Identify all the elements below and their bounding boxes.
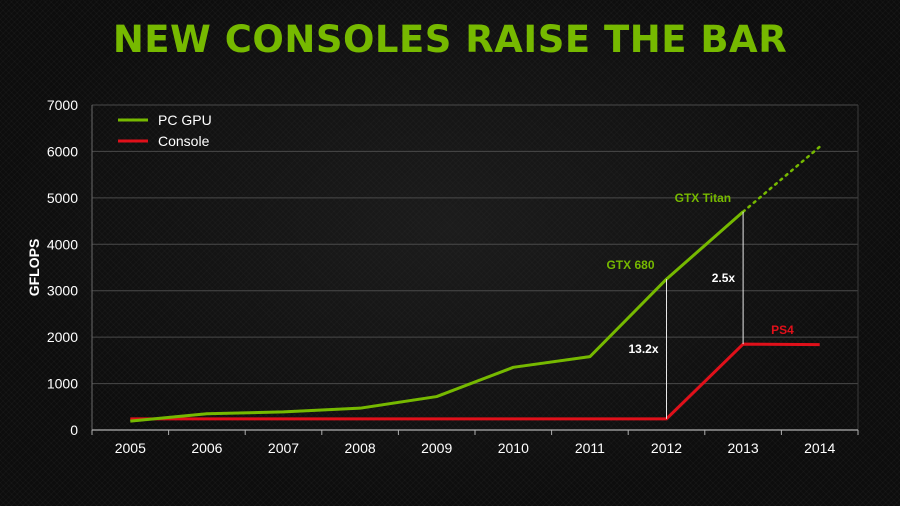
y-tick-label: 4000	[47, 236, 78, 252]
y-tick-label: 1000	[47, 376, 78, 392]
data-label: PS4	[771, 323, 794, 337]
y-tick-label: 6000	[47, 143, 78, 159]
grid	[92, 104, 858, 385]
x-tick-label: 2009	[421, 440, 452, 456]
data-label: GTX 680	[606, 258, 654, 272]
series-projection-pc-gpu	[741, 145, 821, 214]
series-line-console	[130, 342, 820, 421]
slide-title: NEW CONSOLES RAISE THE BAR	[112, 18, 788, 61]
series-line-pc-gpu	[130, 210, 745, 423]
multiplier-label: 13.2x	[628, 342, 658, 356]
x-tick-label: 2006	[191, 440, 222, 456]
multiplier-label: 2.5x	[712, 271, 736, 285]
axes: 0 1000 2000 3000 4000 5000 6000 7000 2005 2006 200…	[26, 97, 859, 456]
x-tick-label: 2007	[268, 440, 299, 456]
x-tick-label: 2008	[345, 440, 376, 456]
x-tick-label: 2005	[115, 440, 146, 456]
legend-label: Console	[158, 133, 210, 149]
series	[130, 145, 821, 423]
y-tick-label: 3000	[47, 283, 78, 299]
y-tick-label: 7000	[47, 97, 78, 113]
legend: PC GPU Console	[118, 112, 212, 149]
x-tick-label: 2014	[804, 440, 835, 456]
x-tick-label: 2012	[651, 440, 682, 456]
y-axis-label: GFLOPS	[26, 239, 42, 297]
data-label: GTX Titan	[675, 191, 731, 205]
y-tick-label: 0	[70, 422, 78, 438]
x-tick-label: 2011	[575, 440, 605, 456]
annotations: GTX 680 GTX Titan PS4 13.2x 2.5x	[606, 191, 794, 419]
legend-label: PC GPU	[158, 112, 212, 128]
y-tick-label: 5000	[47, 190, 78, 206]
x-tick-label: 2013	[728, 440, 759, 456]
y-tick-label: 2000	[47, 329, 78, 345]
x-tick-label: 2010	[498, 440, 529, 456]
